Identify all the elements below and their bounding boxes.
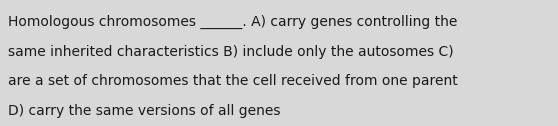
Text: Homologous chromosomes ______. A) carry genes controlling the: Homologous chromosomes ______. A) carry …: [8, 15, 458, 29]
Text: D) carry the same versions of all genes: D) carry the same versions of all genes: [8, 104, 281, 118]
Text: are a set of chromosomes that the cell received from one parent: are a set of chromosomes that the cell r…: [8, 74, 458, 88]
Text: same inherited characteristics B) include only the autosomes C): same inherited characteristics B) includ…: [8, 45, 454, 59]
